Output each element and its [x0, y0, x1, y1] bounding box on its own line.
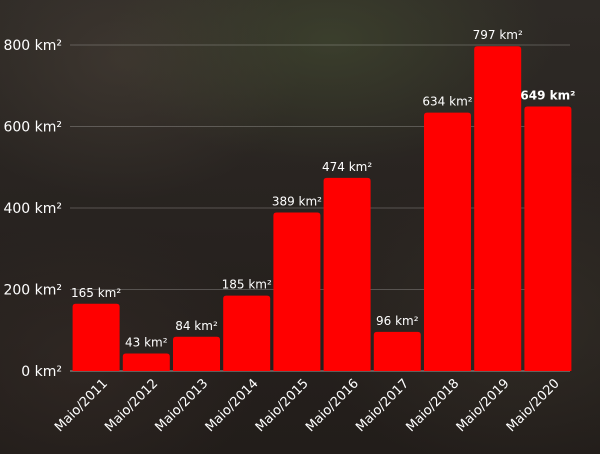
bar: [373, 331, 421, 371]
data-label: 649 km²: [520, 89, 575, 103]
y-tick-label: 400 km²: [3, 201, 62, 217]
bar: [273, 212, 321, 371]
data-label: 474 km²: [322, 160, 372, 174]
y-tick-label: 200 km²: [3, 283, 62, 299]
x-category-label: Maio/2016: [303, 376, 362, 435]
data-label: 96 km²: [376, 314, 419, 328]
y-tick-label: 600 km²: [3, 120, 62, 136]
bar: [173, 336, 220, 371]
bar: [122, 353, 170, 371]
x-category-label: Maio/2019: [454, 376, 513, 435]
y-tick-label: 0 km²: [21, 364, 62, 380]
x-category-label: Maio/2020: [504, 376, 563, 435]
bars: [72, 46, 572, 372]
data-labels: 165 km² 43 km² 84 km² 185 km² 389 km² 474 km²…: [71, 28, 575, 349]
x-axis-category-labels: Maio/2011Maio/2012Maio/2013Maio/2014Maio…: [52, 376, 563, 435]
x-category-label: Maio/2013: [152, 376, 211, 435]
x-category-label: Maio/2017: [353, 376, 412, 435]
bar: [223, 295, 271, 371]
data-label: 185 km²: [222, 278, 272, 292]
y-tick-label: 800 km²: [3, 38, 62, 54]
data-label: 43 km²: [125, 335, 168, 349]
bar: [72, 303, 120, 371]
x-category-label: Maio/2012: [102, 376, 161, 435]
y-axis-tick-labels: 0 km² 200 km² 400 km² 600 km² 800 km²: [3, 38, 62, 380]
x-category-label: Maio/2015: [253, 376, 312, 435]
data-label: 84 km²: [175, 319, 218, 333]
bar: [474, 46, 522, 371]
bar: [524, 106, 572, 371]
bar: [424, 112, 471, 372]
data-label: 389 km²: [272, 194, 322, 208]
data-label: 165 km²: [71, 286, 121, 300]
data-label: 634 km²: [422, 95, 472, 109]
bar: [323, 177, 371, 371]
x-category-label: Maio/2011: [52, 376, 111, 435]
x-category-label: Maio/2014: [203, 376, 262, 435]
data-label: 797 km²: [473, 28, 523, 42]
x-category-label: Maio/2018: [403, 376, 462, 435]
